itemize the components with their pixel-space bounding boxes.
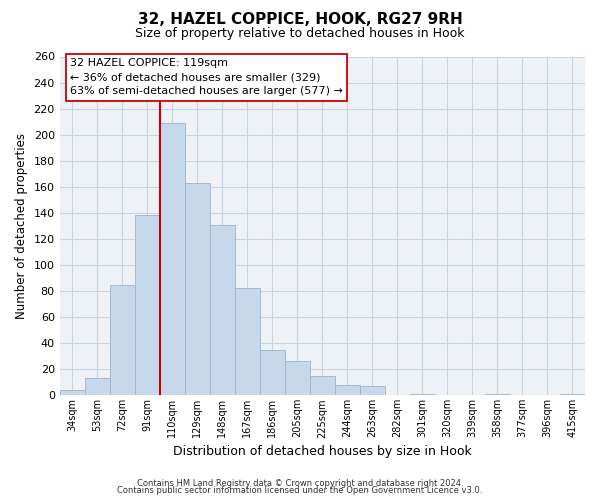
Bar: [59, 390, 85, 396]
Text: Contains public sector information licensed under the Open Government Licence v3: Contains public sector information licen…: [118, 486, 482, 495]
Bar: [185, 183, 210, 396]
Bar: [360, 386, 385, 396]
Bar: [285, 362, 310, 396]
Bar: [85, 378, 110, 396]
Bar: [560, 394, 585, 396]
Bar: [410, 394, 435, 396]
Bar: [335, 385, 360, 396]
Text: Contains HM Land Registry data © Crown copyright and database right 2024.: Contains HM Land Registry data © Crown c…: [137, 478, 463, 488]
Bar: [110, 284, 135, 396]
Y-axis label: Number of detached properties: Number of detached properties: [15, 133, 28, 319]
Bar: [160, 123, 185, 396]
Bar: [135, 216, 160, 396]
X-axis label: Distribution of detached houses by size in Hook: Distribution of detached houses by size …: [173, 444, 472, 458]
Bar: [485, 394, 510, 396]
Bar: [260, 350, 285, 396]
Bar: [310, 376, 335, 396]
Text: Size of property relative to detached houses in Hook: Size of property relative to detached ho…: [135, 28, 465, 40]
Text: 32 HAZEL COPPICE: 119sqm
← 36% of detached houses are smaller (329)
63% of semi-: 32 HAZEL COPPICE: 119sqm ← 36% of detach…: [70, 58, 343, 96]
Bar: [210, 224, 235, 396]
Text: 32, HAZEL COPPICE, HOOK, RG27 9RH: 32, HAZEL COPPICE, HOOK, RG27 9RH: [137, 12, 463, 28]
Bar: [235, 288, 260, 396]
